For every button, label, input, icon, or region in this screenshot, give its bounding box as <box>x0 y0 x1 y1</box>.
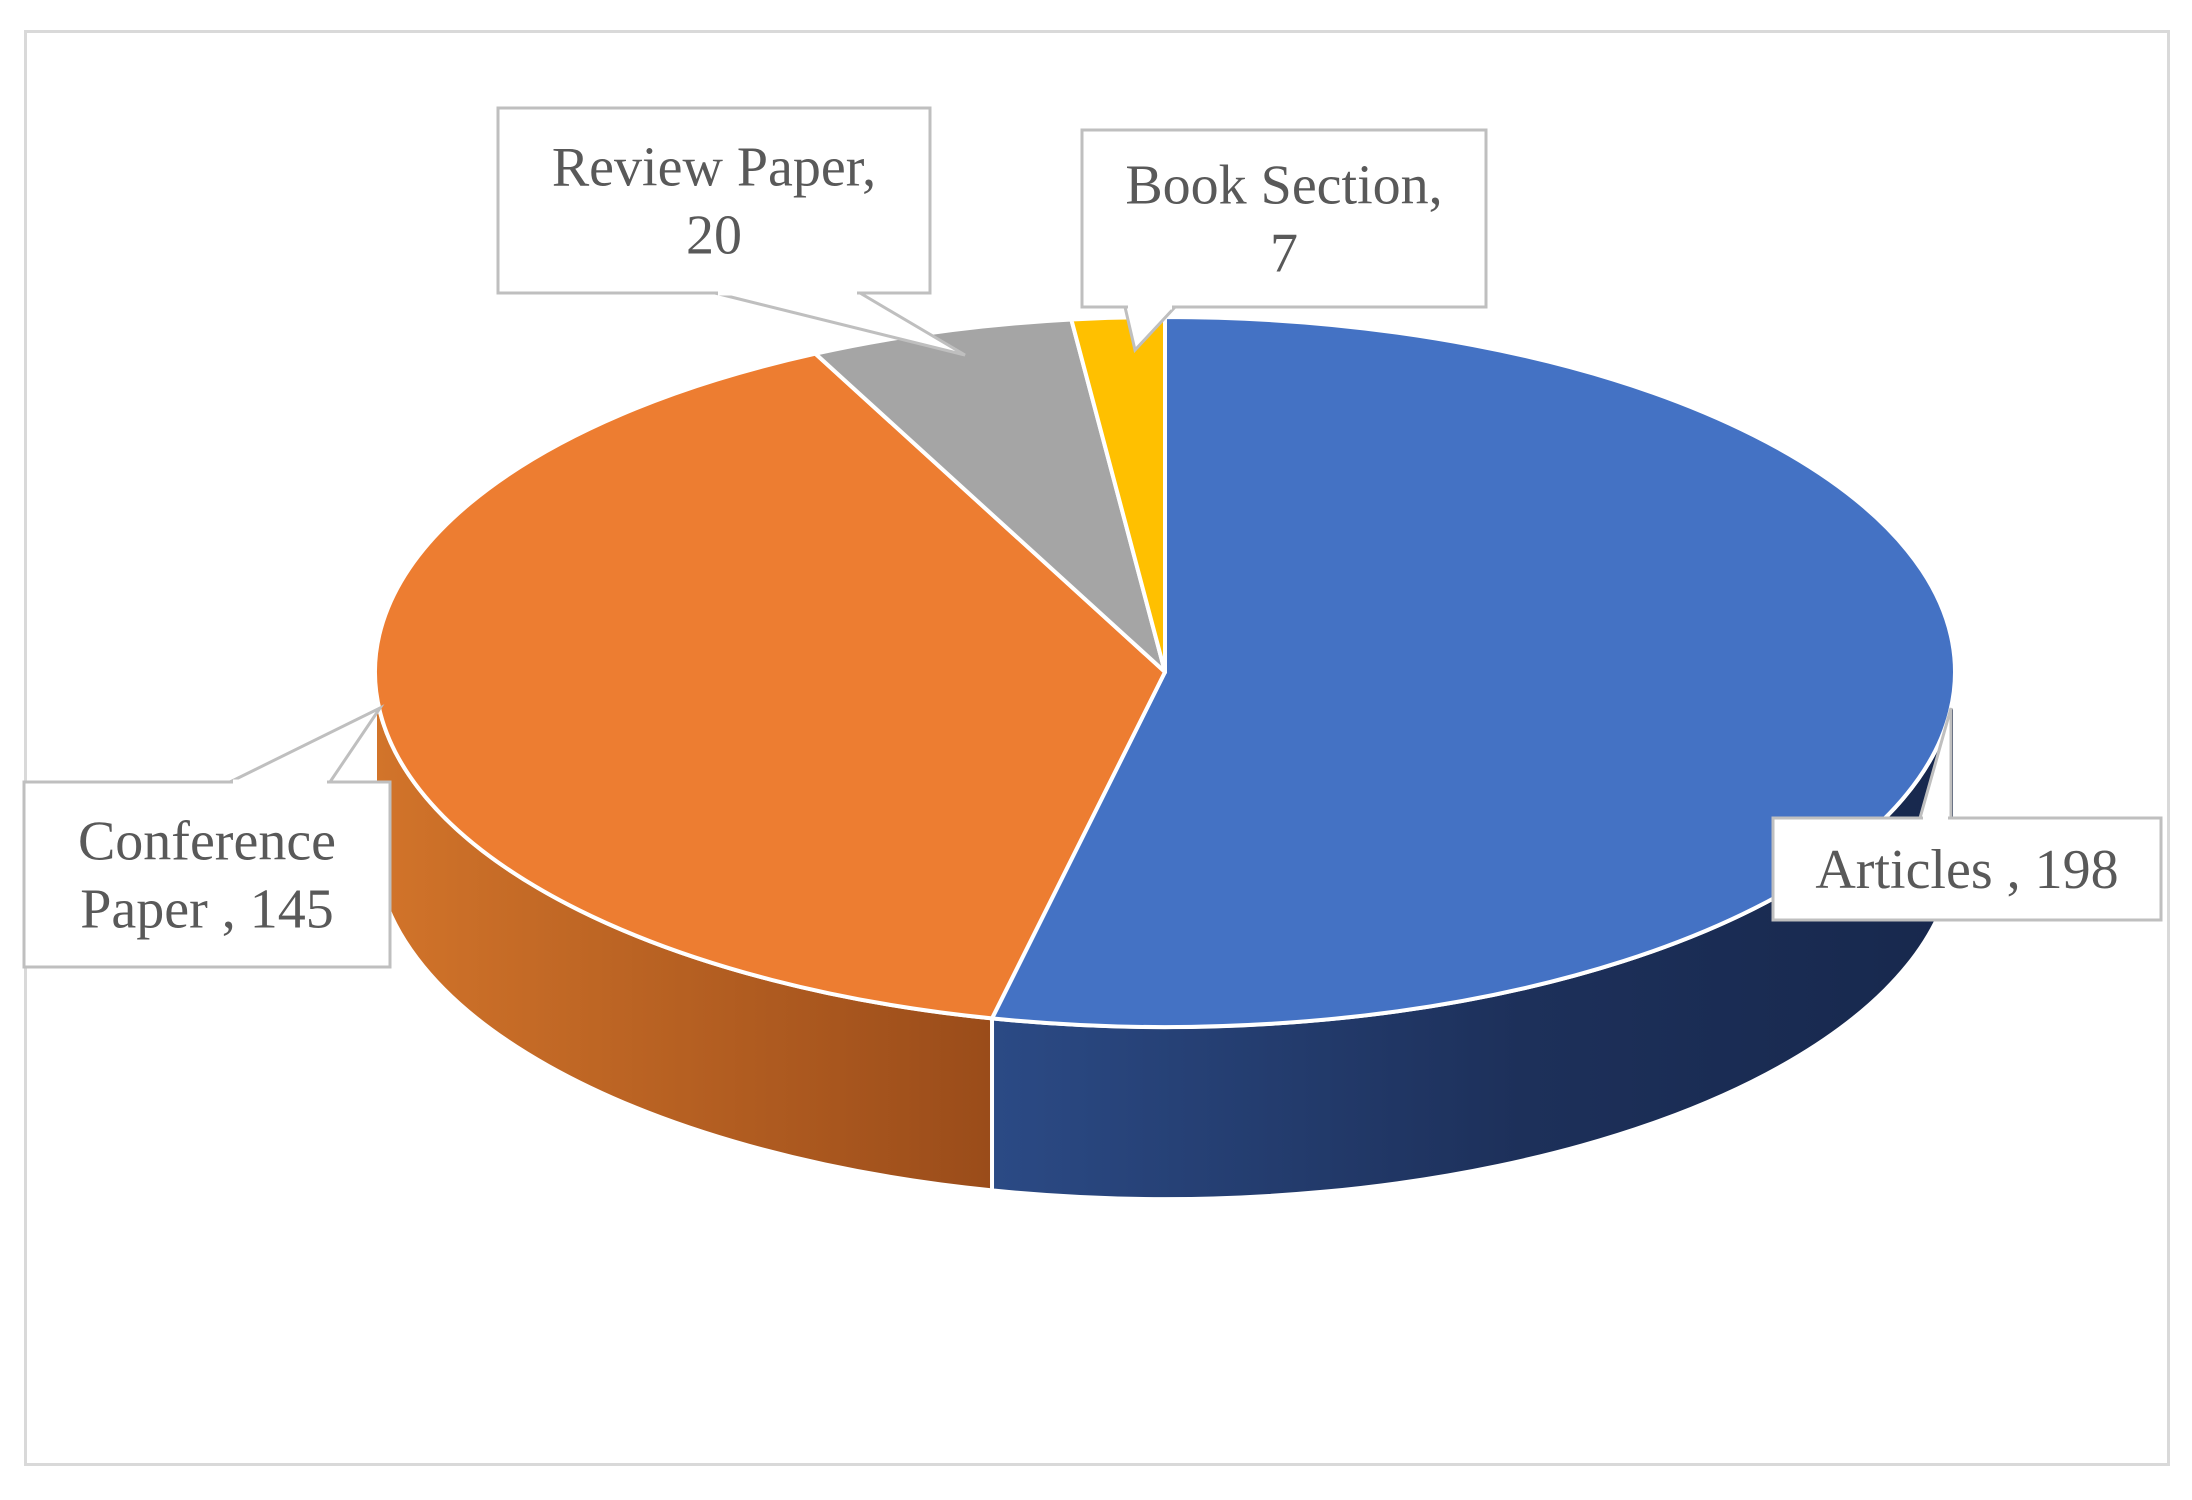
data-label-book-section-line1: Book Section, <box>1125 155 1442 217</box>
callout-book-section: Book Section,7 <box>1080 128 1488 354</box>
callout-box <box>496 106 932 295</box>
pie-slice-review-paper <box>813 317 1167 674</box>
callout-box <box>1771 816 2163 922</box>
pie-slice-conference-paper <box>373 351 1167 1021</box>
callout-pointer <box>714 291 966 357</box>
callout-box <box>22 780 392 969</box>
callout-articles: Articles , 198 <box>1771 707 2163 922</box>
data-label-review-paper-line2: 20 <box>686 205 742 267</box>
data-label-conference-paper-line1: Conference <box>78 811 336 873</box>
callout-pointer <box>229 704 385 784</box>
data-label-articles-line1: Articles , 198 <box>1815 839 2118 901</box>
data-label-book-section-line2: 7 <box>1270 223 1298 285</box>
callout-review-paper: Review Paper,20 <box>496 106 966 357</box>
data-label-conference-paper-line2: Paper , 145 <box>80 879 334 941</box>
callout-box <box>1080 128 1488 309</box>
pie-tops <box>373 315 1958 1029</box>
data-label-review-paper-line1: Review Paper, <box>552 137 876 199</box>
